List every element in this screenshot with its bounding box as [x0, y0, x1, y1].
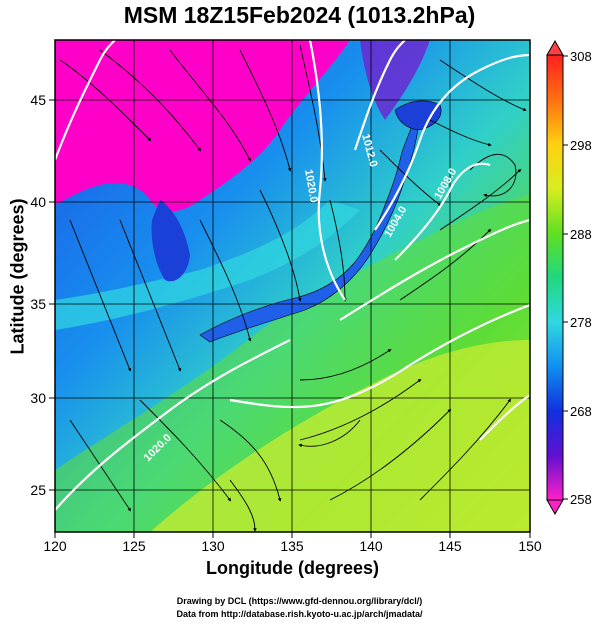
x-tick-label: 125 — [122, 538, 146, 554]
x-ticks — [54, 532, 531, 538]
colorbar-bottom-arrow — [546, 499, 564, 516]
y-tick-label: 35 — [30, 296, 46, 312]
colorbar-gradient — [546, 54, 564, 501]
colorbar-tick-label: 298 — [570, 138, 592, 153]
x-tick-label: 135 — [280, 538, 304, 554]
isobars — [55, 40, 530, 511]
y-tick-label: 40 — [30, 194, 46, 210]
y-tick-labels: 25 30 35 40 45 — [30, 92, 46, 498]
cold-continent — [55, 40, 350, 212]
y-tick-label: 30 — [30, 390, 46, 406]
x-tick-label: 145 — [438, 538, 462, 554]
southeast-warm — [150, 340, 530, 532]
map-title: MSM 18Z15Feb2024 (1013.2hPa) — [123, 2, 476, 28]
colorbar-tick-label: 258 — [570, 492, 592, 507]
japan-main-islands — [199, 124, 419, 343]
x-tick-label: 120 — [43, 538, 67, 554]
y-tick-label: 45 — [30, 92, 46, 108]
korea-peninsula — [151, 200, 190, 282]
x-tick-label: 150 — [518, 538, 542, 554]
x-tick-labels: 120 125 130 135 140 145 150 — [43, 538, 542, 554]
cyan-band — [55, 200, 360, 330]
x-tick-label: 130 — [201, 538, 225, 554]
footer-credit-dcl: Drawing by DCL (https://www.gfd-dennou.o… — [176, 596, 423, 606]
colorbar-tick-label: 278 — [570, 315, 592, 330]
y-tick-label: 25 — [30, 482, 46, 498]
contour-label: 1020.0 — [302, 168, 320, 203]
footer-credit-data: Data from http://database.rish.kyoto-u.a… — [176, 609, 423, 619]
colorbar-tick-label: 308 — [570, 49, 592, 64]
hokkaido — [394, 100, 442, 131]
x-tick-label: 140 — [359, 538, 383, 554]
colorbar: 308 298 288 278 268 258 — [546, 39, 592, 516]
grid-lines — [55, 40, 530, 532]
colorbar-top-arrow — [546, 39, 564, 56]
y-ticks — [49, 99, 55, 491]
colorbar-tick-label: 288 — [570, 227, 592, 242]
x-axis-label: Longitude (degrees) — [205, 558, 379, 578]
colorbar-tick-label: 268 — [570, 404, 592, 419]
